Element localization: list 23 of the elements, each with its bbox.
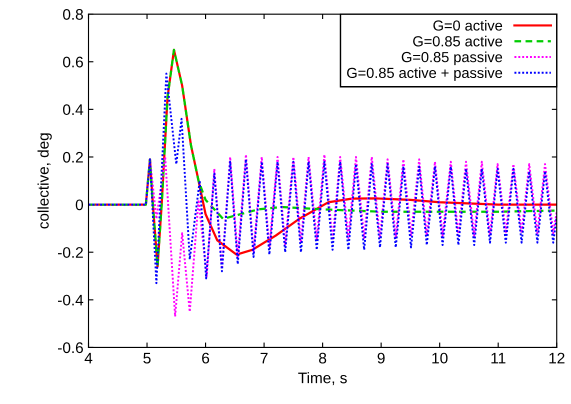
y-tick-label: 0.2 <box>63 152 83 163</box>
y-tick-label: 0 <box>76 199 84 210</box>
x-tick-label: 12 <box>549 352 564 364</box>
y-tick-label: 0.6 <box>63 56 83 68</box>
x-tick-label: 4 <box>84 352 92 364</box>
x-tick-label: 8 <box>319 352 326 364</box>
y-tick-label: -0.2 <box>58 247 83 258</box>
y-axis-title: collective, deg <box>38 133 52 229</box>
y-tick-label: 0.8 <box>63 9 83 20</box>
y-tick-label: -0.6 <box>58 342 83 354</box>
legend-label: G=0 active <box>433 20 502 31</box>
x-tick-label: 5 <box>143 352 151 364</box>
legend-label: G=0.85 active <box>413 36 502 46</box>
x-tick-label: 9 <box>378 352 385 364</box>
x-axis-title: Time, s <box>298 372 347 386</box>
y-tick-label: -0.4 <box>58 294 84 306</box>
x-tick-label: 7 <box>260 352 268 364</box>
x-tick-label: 6 <box>202 352 210 364</box>
y-tick-label: 0.4 <box>63 104 84 116</box>
x-tick-label: 10 <box>432 352 448 364</box>
legend-label: G=0.85 active + passive <box>347 67 502 81</box>
x-tick-label: 11 <box>491 352 506 364</box>
legend-label: G=0.85 passive <box>402 52 502 66</box>
